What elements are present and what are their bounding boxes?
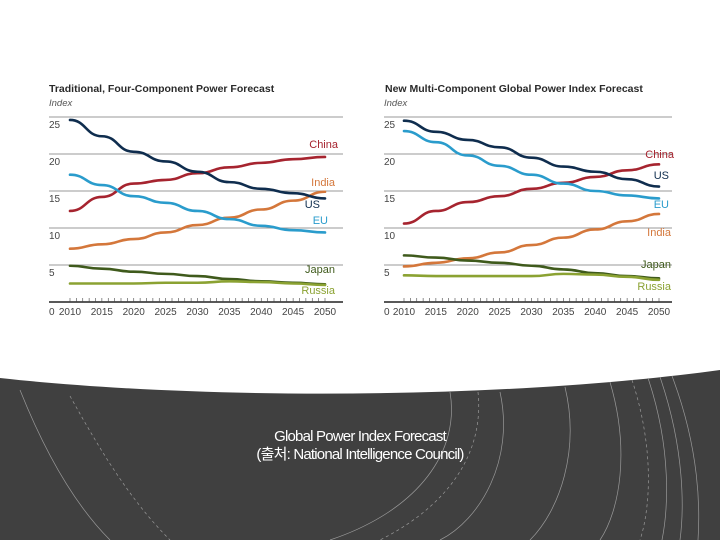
legend-label-us: US [305,199,320,211]
x-tick-label: 2015 [425,307,448,318]
legend-label-china: China [645,149,675,161]
y-tick-label: 15 [384,194,396,205]
x-tick-label: 2020 [123,307,146,318]
x-tick-label: 2025 [155,307,178,318]
x-tick-label: 2035 [218,307,241,318]
legend-label-india: India [647,227,672,239]
y-tick-label: 20 [49,157,61,168]
caption-title: Global Power Index Forecast [274,428,447,445]
left-chart-ylabel: Index [49,98,73,109]
y-tick-label: 25 [384,120,396,131]
legend-label-india: India [311,177,336,189]
y-tick-label: 20 [384,157,396,168]
decorative-arcs [19,375,700,540]
x-tick-label: 2020 [457,307,480,318]
y-tick-label: 15 [49,194,61,205]
legend-label-russia: Russia [301,285,336,297]
legend-label-russia: Russia [637,281,672,293]
y-tick-label: 10 [49,231,61,242]
x-tick-label: 2040 [584,307,607,318]
x-tick-label: 2050 [648,307,671,318]
y-tick-label: 5 [49,268,55,279]
x-tick-label: 2030 [520,307,543,318]
legend-label-us: US [654,170,669,182]
x-tick-label: 2045 [282,307,305,318]
y-tick-label: 25 [49,120,61,131]
legend-label-eu: EU [313,215,328,227]
x-tick-label: 2030 [186,307,209,318]
right-chart-title: New Multi-Component Global Power Index F… [385,83,643,95]
y-tick-label: 10 [384,231,396,242]
x-tick-label: 2015 [91,307,114,318]
left-chart-title: Traditional, Four-Component Power Foreca… [49,83,275,95]
x-tick-label: 2040 [250,307,273,318]
y-tick-label: 5 [384,268,390,279]
legend-label-japan: Japan [305,264,335,276]
legend-label-china: China [309,139,339,151]
x-tick-label: 2035 [552,307,575,318]
y-tick-label: 0 [384,307,390,318]
legend-label-eu: EU [654,199,669,211]
legend-label-japan: Japan [641,259,671,271]
right-chart-ylabel: Index [384,98,408,109]
dark-footer-band [0,370,720,540]
x-tick-label: 2050 [314,307,337,318]
x-tick-label: 2025 [489,307,512,318]
x-tick-label: 2010 [59,307,82,318]
caption-source: (출처: National Intelligence Council) [256,446,464,463]
x-tick-label: 2010 [393,307,416,318]
x-tick-label: 2045 [616,307,639,318]
y-tick-label: 0 [49,307,55,318]
